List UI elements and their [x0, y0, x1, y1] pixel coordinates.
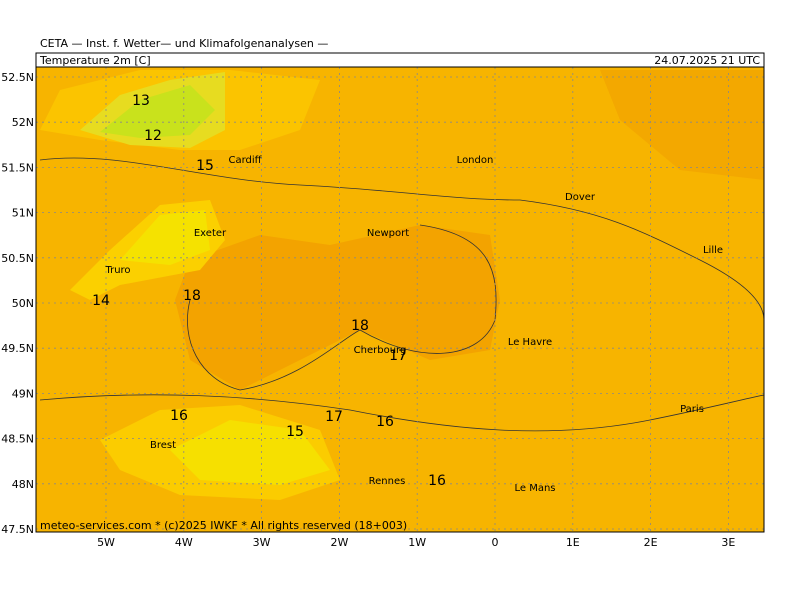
contour: [39, 157, 765, 321]
lat-label: 47.5N: [1, 523, 34, 536]
place-label: Dover: [565, 192, 596, 203]
cold-core: [100, 85, 215, 138]
valid-time: 24.07.2025 21 UTC: [654, 54, 760, 67]
lat-label: 52.5N: [1, 71, 34, 84]
place-label: Exeter: [194, 228, 227, 239]
place-label: Cardiff: [228, 155, 262, 166]
lon-label: 1W: [408, 536, 426, 549]
warm-area-2: [600, 70, 764, 180]
field-name: Temperature 2m [C]: [39, 54, 151, 67]
grid: [36, 67, 764, 532]
contour-label: 16: [428, 473, 446, 489]
place-label: Brest: [150, 440, 176, 451]
lon-label: 2W: [330, 536, 348, 549]
labels: Cardiff London Dover Exeter Newport Lille Trur…: [40, 93, 723, 532]
lon-label: 5W: [97, 536, 115, 549]
place-label: Le Havre: [508, 337, 552, 348]
place-label: London: [457, 155, 494, 166]
lon-label: 2E: [644, 536, 658, 549]
contour-label: 16: [376, 414, 394, 430]
contour-label: 18: [351, 318, 369, 334]
contour-label: 17: [389, 348, 407, 364]
cool-core-3: [170, 420, 330, 485]
lat-label: 51N: [12, 207, 34, 220]
lat-label: 52N: [12, 116, 34, 129]
contour-label: 12: [144, 128, 162, 144]
contour-label: 15: [286, 424, 304, 440]
lon-label: 0: [492, 536, 499, 549]
contour-label: 14: [92, 293, 110, 309]
lon-label: 4W: [175, 536, 193, 549]
map-frame: [35, 66, 765, 533]
contour-label: 18: [183, 288, 201, 304]
cool-core-2: [120, 210, 210, 265]
lon-label: 1E: [566, 536, 580, 549]
contour-label: 13: [132, 93, 150, 109]
lat-label: 49N: [12, 387, 34, 400]
contour-label: 15: [196, 158, 214, 174]
map-area: Cardiff London Dover Exeter Newport Lille Trur…: [35, 66, 765, 533]
place-label: Truro: [104, 265, 130, 276]
header-title: CETA — Inst. f. Wetter— und Klimafolgena…: [40, 37, 328, 50]
place-label: Newport: [367, 228, 409, 239]
lon-label: 3E: [721, 536, 735, 549]
lat-label: 50.5N: [1, 252, 34, 265]
lat-label: 48N: [12, 478, 34, 491]
place-label: Paris: [680, 404, 704, 415]
place-label: Rennes: [369, 476, 406, 487]
footer: meteo-services.com * (c)2025 IWKF * All …: [40, 519, 407, 532]
lat-label: 51.5N: [1, 161, 34, 174]
place-label: Lille: [703, 245, 723, 256]
warm-area: [175, 225, 500, 390]
lat-label: 48.5N: [1, 433, 34, 446]
contour-label: 17: [325, 409, 343, 425]
place-label: Cherbourg: [354, 345, 407, 356]
contour: [39, 394, 765, 432]
place-label: Le Mans: [514, 483, 555, 494]
contour: [187, 224, 497, 391]
lon-label: 3W: [253, 536, 271, 549]
contour-label: 16: [170, 408, 188, 424]
lat-label: 49.5N: [1, 342, 34, 355]
lat-label: 50N: [12, 297, 34, 310]
